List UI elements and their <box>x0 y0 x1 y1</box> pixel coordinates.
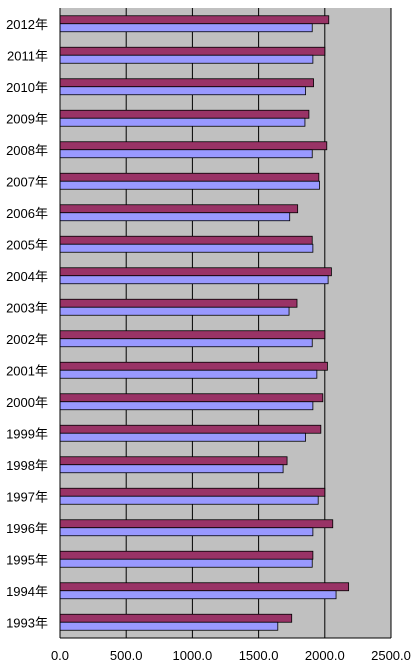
y-tick-label: 1995年 <box>6 552 48 567</box>
y-tick-label: 2003年 <box>6 300 48 315</box>
bar-1997年-1 <box>59 495 319 505</box>
bar-2010年-1 <box>59 86 307 96</box>
bar-2011年-1 <box>59 54 314 64</box>
y-tick-label: 2000年 <box>6 395 48 410</box>
bar-1995年-1 <box>59 558 313 568</box>
bar-1997年-0 <box>59 487 326 497</box>
x-tick-label: 500.0 <box>110 648 143 663</box>
bar-2012年-0 <box>59 15 330 25</box>
bar-1996年-1 <box>59 527 314 537</box>
y-axis-labels: 2012年 2011年 2010年 2009年 2008年 2007年 2006年 2005年… <box>6 17 48 631</box>
bar-2004年-1 <box>59 275 329 285</box>
bar-2008年-1 <box>59 149 313 159</box>
bar-1995年-0 <box>59 550 314 560</box>
bar-2008年-0 <box>59 141 328 151</box>
y-tick-label: 2004年 <box>6 269 48 284</box>
bar-1998年-1 <box>59 464 284 474</box>
y-tick-label: 1998年 <box>6 458 48 473</box>
y-tick-label: 2002年 <box>6 332 48 347</box>
y-tick-label: 2006年 <box>6 206 48 221</box>
bar-2002年-1 <box>59 338 313 348</box>
bar-2009年-0 <box>59 109 310 119</box>
bar-2007年-0 <box>59 172 320 182</box>
y-tick-label: 1996年 <box>6 521 48 536</box>
y-tick-label: 1994年 <box>6 584 48 599</box>
x-tick-label: 2500.0 <box>371 648 411 663</box>
bar-2007年-1 <box>59 180 320 190</box>
y-tick-label: 1993年 <box>6 615 48 630</box>
bar-2001年-0 <box>59 361 328 371</box>
bar-2005年-0 <box>59 235 313 245</box>
bar-2001年-1 <box>59 369 318 379</box>
x-tick-label: 2000.0 <box>305 648 345 663</box>
y-tick-label: 2012年 <box>6 17 48 32</box>
bar-1993年-1 <box>59 621 279 631</box>
bar-1996年-0 <box>59 519 334 529</box>
bar-2003年-1 <box>59 306 290 316</box>
bar-1999年-1 <box>59 432 307 442</box>
x-tick-label: 1000.0 <box>173 648 213 663</box>
bar-1993年-0 <box>59 613 293 623</box>
bar-2002年-0 <box>59 330 326 340</box>
bar-2005年-1 <box>59 243 314 253</box>
y-tick-label: 2005年 <box>6 237 48 252</box>
y-tick-label: 1997年 <box>6 489 48 504</box>
y-tick-label: 2009年 <box>6 111 48 126</box>
bar-2012年-1 <box>59 23 313 33</box>
x-tick-label: 1500.0 <box>239 648 279 663</box>
bar-2004年-0 <box>59 267 332 277</box>
x-tick-label: 0.0 <box>51 648 69 663</box>
bar-1994年-1 <box>59 590 337 600</box>
bar-2000年-0 <box>59 393 324 403</box>
bar-1999年-0 <box>59 424 322 434</box>
y-tick-label: 2001年 <box>6 363 48 378</box>
y-tick-label: 2007年 <box>6 174 48 189</box>
x-axis-labels: 0.0 500.0 1000.0 1500.0 2000.0 2500.0 <box>51 648 411 663</box>
bar-2003年-0 <box>59 298 298 308</box>
bar-2000年-1 <box>59 401 314 411</box>
bar-2009年-1 <box>59 117 306 127</box>
bar-2006年-1 <box>59 212 291 222</box>
y-tick-label: 2008年 <box>6 143 48 158</box>
y-tick-label: 2011年 <box>7 48 48 63</box>
bar-2011年-0 <box>59 46 326 56</box>
bar-2010年-0 <box>59 78 314 88</box>
bar-2006年-0 <box>59 204 299 214</box>
bar-1994年-0 <box>59 582 350 592</box>
plot-area <box>60 8 391 638</box>
y-tick-label: 2010年 <box>6 80 48 95</box>
bar-1998年-0 <box>59 456 288 466</box>
y-tick-label: 1999年 <box>6 426 48 441</box>
